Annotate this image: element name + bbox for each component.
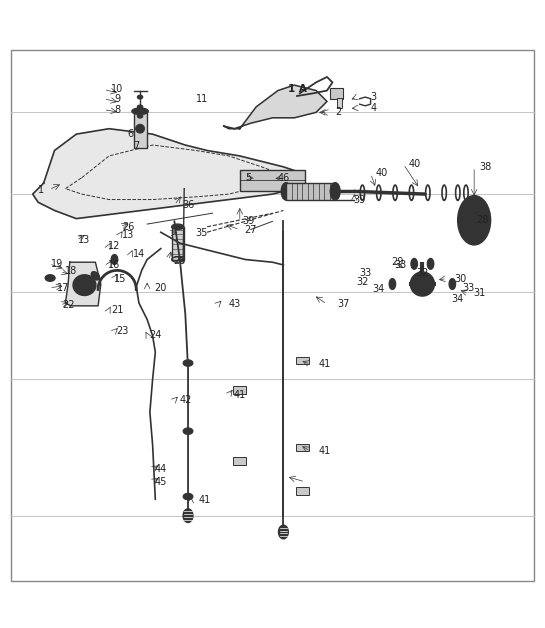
Text: 27: 27	[245, 225, 257, 234]
Bar	[330, 88, 343, 99]
Text: 45: 45	[155, 477, 167, 487]
Ellipse shape	[137, 105, 143, 109]
Ellipse shape	[132, 108, 148, 114]
Text: 31: 31	[474, 288, 486, 298]
Text: 20: 20	[155, 283, 167, 293]
Text: 40: 40	[408, 159, 420, 169]
Text: 7: 7	[133, 141, 140, 151]
Text: 10: 10	[111, 84, 123, 94]
Text: 25: 25	[174, 256, 186, 266]
Text: 41: 41	[318, 359, 330, 369]
Text: 11: 11	[196, 94, 208, 104]
Text: 39: 39	[242, 217, 254, 226]
Text: 28: 28	[476, 215, 488, 225]
Text: 14: 14	[133, 249, 145, 259]
Polygon shape	[223, 85, 327, 129]
Bar	[296, 487, 309, 495]
Text: 15: 15	[114, 274, 126, 284]
Text: 8: 8	[114, 105, 120, 115]
Text: 40: 40	[376, 168, 387, 178]
Ellipse shape	[427, 258, 434, 269]
Text: 41: 41	[318, 447, 330, 457]
Polygon shape	[65, 263, 101, 306]
Ellipse shape	[458, 196, 491, 245]
Text: 29: 29	[392, 257, 404, 268]
Ellipse shape	[137, 95, 143, 99]
Text: 35: 35	[196, 229, 208, 239]
Text: 44: 44	[155, 464, 167, 474]
Text: 26: 26	[122, 222, 134, 232]
Bar	[240, 170, 305, 192]
Text: 16: 16	[108, 260, 120, 270]
Text: 41: 41	[234, 389, 246, 399]
Ellipse shape	[183, 494, 193, 500]
Text: 43: 43	[228, 299, 240, 309]
Text: 33: 33	[359, 268, 371, 278]
Text: 2: 2	[335, 107, 341, 117]
Ellipse shape	[183, 509, 193, 522]
Ellipse shape	[330, 183, 340, 200]
Ellipse shape	[137, 114, 143, 118]
Ellipse shape	[73, 275, 96, 295]
Text: 22: 22	[62, 300, 74, 310]
Text: 41: 41	[198, 495, 210, 506]
Circle shape	[78, 279, 91, 291]
Text: 32: 32	[356, 278, 368, 288]
Text: 32: 32	[416, 268, 428, 278]
Text: 33: 33	[395, 260, 407, 270]
Text: 17: 17	[57, 283, 69, 293]
Ellipse shape	[172, 224, 184, 229]
Text: 21: 21	[111, 305, 123, 315]
Text: 46: 46	[277, 173, 289, 183]
Ellipse shape	[281, 183, 291, 200]
Ellipse shape	[411, 258, 417, 269]
Text: 1: 1	[38, 185, 44, 195]
Text: 9: 9	[114, 94, 120, 104]
Text: 3: 3	[370, 92, 377, 102]
Text: 23: 23	[117, 327, 129, 337]
Text: 13: 13	[122, 230, 134, 240]
Text: 12: 12	[108, 241, 120, 251]
Text: 38: 38	[479, 162, 491, 172]
Text: 6: 6	[128, 129, 134, 139]
Text: 18: 18	[65, 266, 77, 276]
Ellipse shape	[278, 525, 288, 539]
Ellipse shape	[111, 254, 118, 264]
Ellipse shape	[389, 279, 396, 290]
Bar	[337, 98, 342, 108]
Text: 34: 34	[373, 284, 385, 295]
Text: 37: 37	[337, 299, 349, 309]
Ellipse shape	[449, 279, 456, 290]
Circle shape	[136, 124, 144, 133]
Bar	[172, 227, 184, 259]
Text: 13: 13	[78, 236, 90, 246]
Text: 42: 42	[179, 395, 191, 405]
Circle shape	[416, 278, 429, 291]
Bar	[286, 183, 335, 200]
Ellipse shape	[91, 272, 100, 280]
Ellipse shape	[183, 428, 193, 435]
Bar	[233, 386, 246, 394]
Text: 24: 24	[149, 330, 161, 340]
Text: 39: 39	[354, 195, 366, 205]
Polygon shape	[33, 129, 305, 219]
Text: 4: 4	[370, 103, 377, 113]
Ellipse shape	[45, 275, 55, 281]
Ellipse shape	[183, 360, 193, 366]
Text: 5: 5	[245, 173, 251, 183]
Text: 1 A: 1 A	[288, 84, 306, 94]
Text: 33: 33	[463, 283, 475, 293]
Text: 30: 30	[455, 274, 467, 284]
Text: 34: 34	[452, 294, 464, 304]
Text: 36: 36	[182, 200, 194, 210]
Bar	[296, 357, 309, 364]
Text: 19: 19	[51, 259, 63, 269]
Bar	[134, 112, 147, 148]
Bar	[233, 457, 246, 465]
Circle shape	[410, 272, 434, 296]
Bar	[296, 444, 309, 452]
